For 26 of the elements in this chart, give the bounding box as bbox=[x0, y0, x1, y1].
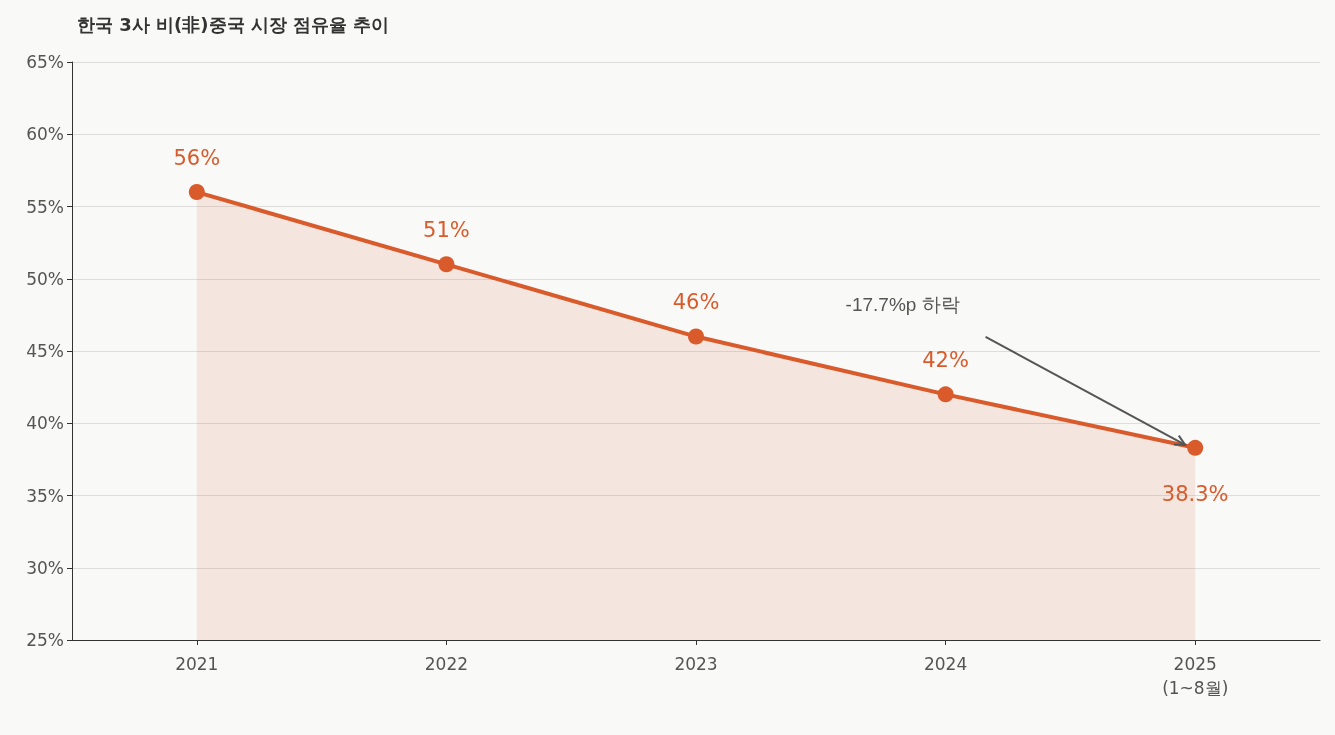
y-tick-label: 25% bbox=[26, 630, 64, 650]
point bbox=[937, 386, 954, 403]
x-tick-label: 2023 bbox=[674, 654, 718, 674]
x-tick-label: 2024 bbox=[923, 654, 968, 674]
y-tick-label: 50% bbox=[26, 268, 64, 289]
data-label: 46% bbox=[672, 290, 720, 315]
data-label: 42% bbox=[922, 347, 969, 372]
annotation: -17.7%p 하락 bbox=[845, 293, 960, 315]
y-tick-label: 35% bbox=[26, 485, 64, 506]
y-tick-label: 40% bbox=[26, 413, 64, 434]
data-label: 38.3% bbox=[1161, 482, 1229, 507]
y-tick-label: 55% bbox=[26, 196, 64, 217]
point bbox=[688, 328, 704, 345]
x-tick-label: 2025 (1~8월) bbox=[1162, 654, 1229, 698]
data-label: 51% bbox=[423, 217, 470, 242]
point bbox=[1187, 439, 1204, 456]
y-tick-label: 60% bbox=[26, 124, 64, 145]
y-tick-label: 65% bbox=[26, 52, 64, 72]
point bbox=[188, 184, 205, 201]
x-tick-label: 2022 bbox=[424, 654, 469, 674]
y-tick-label: 30% bbox=[26, 557, 64, 578]
y-tick-label: 45% bbox=[26, 341, 64, 361]
x-tick-label: 2021 bbox=[175, 654, 219, 674]
data-label: 56% bbox=[173, 145, 221, 170]
point bbox=[438, 256, 455, 273]
chart-title: 한국 3사 비(非)중국 시장 점유율 추이 bbox=[77, 13, 390, 35]
